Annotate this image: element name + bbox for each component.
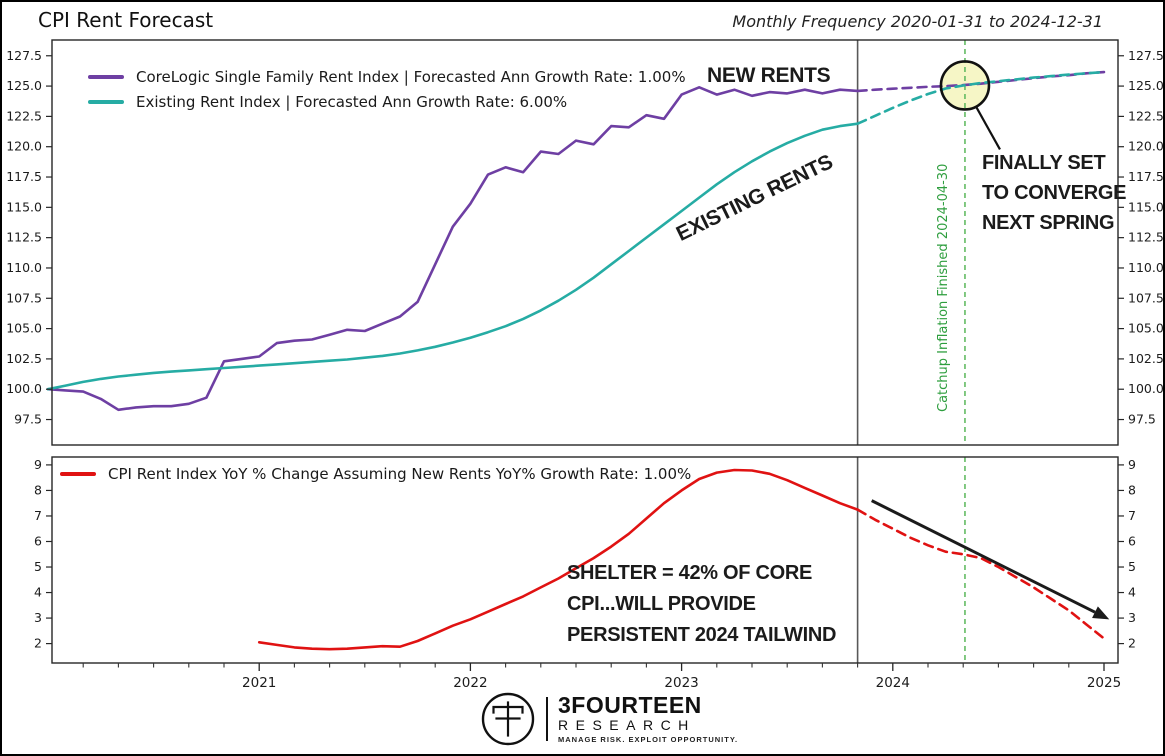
- y-tick-label: 125.0: [6, 78, 42, 93]
- x-tick-label: 2021: [242, 675, 276, 691]
- x-tick-label: 2024: [876, 675, 910, 691]
- cpi-rent-line-swatch: [60, 472, 96, 476]
- y-tick-label: 9: [34, 457, 42, 472]
- y-tick-label: 112.5: [1128, 230, 1164, 245]
- legend-label: CoreLogic Single Family Rent Index | For…: [136, 68, 686, 86]
- footer-divider: [546, 697, 548, 741]
- y-tick-label: 9: [1128, 457, 1136, 472]
- brand-tagline: MANAGE RISK. EXPLOIT OPPORTUNITY.: [558, 735, 739, 744]
- legend-item-corelogic: CoreLogic Single Family Rent Index | For…: [88, 67, 686, 87]
- x-tick-label: 2025: [1087, 675, 1121, 691]
- y-tick-label: 117.5: [6, 169, 42, 184]
- y-tick-label: 105.0: [6, 321, 42, 336]
- y-tick-label: 2: [1128, 636, 1136, 651]
- y-tick-label: 5: [34, 559, 42, 574]
- y-tick-label: 6: [1128, 533, 1136, 548]
- callout-line: [974, 105, 1001, 151]
- trend-arrow-shaft: [871, 499, 1096, 614]
- converge-line-3: NEXT SPRING: [982, 212, 1115, 234]
- y-tick-label: 100.0: [6, 381, 42, 396]
- y-tick-label: 127.5: [1128, 48, 1164, 63]
- y-tick-label: 127.5: [6, 48, 42, 63]
- legend-item-cpi-rent: CPI Rent Index YoY % Change Assuming New…: [60, 464, 691, 484]
- y-tick-label: 6: [34, 533, 42, 548]
- y-tick-label: 97.5: [14, 412, 42, 427]
- y-tick-label: 8: [34, 482, 42, 497]
- y-tick-label: 4: [34, 585, 42, 600]
- highlight-circle: [939, 60, 991, 111]
- brand-subname: RESEARCH: [558, 717, 696, 733]
- y-tick-label: 5: [1128, 559, 1136, 574]
- brand-name: 3FOURTEEN: [558, 692, 702, 718]
- y-tick-label: 117.5: [1128, 169, 1164, 184]
- y-tick-label: 120.0: [6, 139, 42, 154]
- y-tick-label: 102.5: [6, 351, 42, 366]
- legend-item-existing: Existing Rent Index | Forecasted Ann Gro…: [88, 92, 567, 112]
- y-tick-label: 122.5: [1128, 108, 1164, 123]
- legend-label: CPI Rent Index YoY % Change Assuming New…: [108, 465, 692, 483]
- series-line-top-0: [46, 86, 859, 412]
- x-tick-label: 2023: [664, 675, 698, 691]
- figure-subtitle: Monthly Frequency 2020-01-31 to 2024-12-…: [732, 12, 1103, 31]
- shelter-annotation: SHELTER = 42% OF CORE CPI...WILL PROVIDE…: [567, 558, 836, 651]
- series-line-bottom-0: [257, 468, 859, 651]
- y-tick-label: 125.0: [1128, 78, 1164, 93]
- series-line-top-1: [856, 70, 1106, 93]
- converge-annotation: FINALLY SET TO CONVERGE NEXT SPRING: [982, 148, 1126, 238]
- catchup-date-annotation: Catchup Inflation Finished 2024-04-30: [936, 163, 951, 412]
- shelter-line-2: CPI...WILL PROVIDE: [567, 593, 756, 615]
- y-tick-label: 2: [34, 636, 42, 651]
- y-tick-label: 4: [1128, 585, 1136, 600]
- y-tick-label: 112.5: [6, 230, 42, 245]
- x-tick-label: 2022: [453, 675, 487, 691]
- bottom-panel-frame: [51, 456, 1119, 664]
- y-tick-label: 115.0: [1128, 199, 1164, 214]
- y-tick-label: 115.0: [6, 199, 42, 214]
- y-tick-label: 3: [1128, 610, 1136, 625]
- series-line-top-3: [856, 70, 1106, 125]
- converge-line-1: FINALLY SET: [982, 152, 1106, 174]
- shelter-line-1: SHELTER = 42% OF CORE: [567, 562, 813, 584]
- y-tick-label: 110.0: [1128, 260, 1164, 275]
- y-tick-label: 110.0: [6, 260, 42, 275]
- y-tick-label: 3: [34, 610, 42, 625]
- y-tick-label: 8: [1128, 482, 1136, 497]
- y-tick-label: 105.0: [1128, 321, 1164, 336]
- new-rents-annotation: NEW RENTS: [707, 64, 831, 87]
- y-tick-label: 102.5: [1128, 351, 1164, 366]
- y-tick-label: 7: [1128, 508, 1136, 523]
- top-panel-frame: [51, 39, 1119, 446]
- y-tick-label: 97.5: [1128, 412, 1156, 427]
- page-title: CPI Rent Forecast: [38, 8, 214, 32]
- legend-label: Existing Rent Index | Forecasted Ann Gro…: [136, 93, 568, 111]
- converge-line-2: TO CONVERGE: [982, 182, 1127, 204]
- shelter-line-3: PERSISTENT 2024 TAILWIND: [567, 624, 837, 646]
- y-tick-label: 107.5: [1128, 290, 1164, 305]
- y-tick-label: 120.0: [1128, 139, 1164, 154]
- trend-arrow-head: [1092, 606, 1110, 620]
- 3fourteen-logo-icon: [481, 692, 535, 746]
- existing-line-swatch: [88, 100, 124, 104]
- y-tick-label: 7: [34, 508, 42, 523]
- corelogic-line-swatch: [88, 75, 124, 79]
- y-tick-label: 122.5: [6, 108, 42, 123]
- y-tick-label: 107.5: [6, 290, 42, 305]
- y-tick-label: 100.0: [1128, 381, 1164, 396]
- series-line-top-2: [46, 122, 859, 391]
- brand-footer: 3FOURTEEN RESEARCH MANAGE RISK. EXPLOIT …: [480, 691, 738, 747]
- series-line-bottom-1: [856, 508, 1106, 640]
